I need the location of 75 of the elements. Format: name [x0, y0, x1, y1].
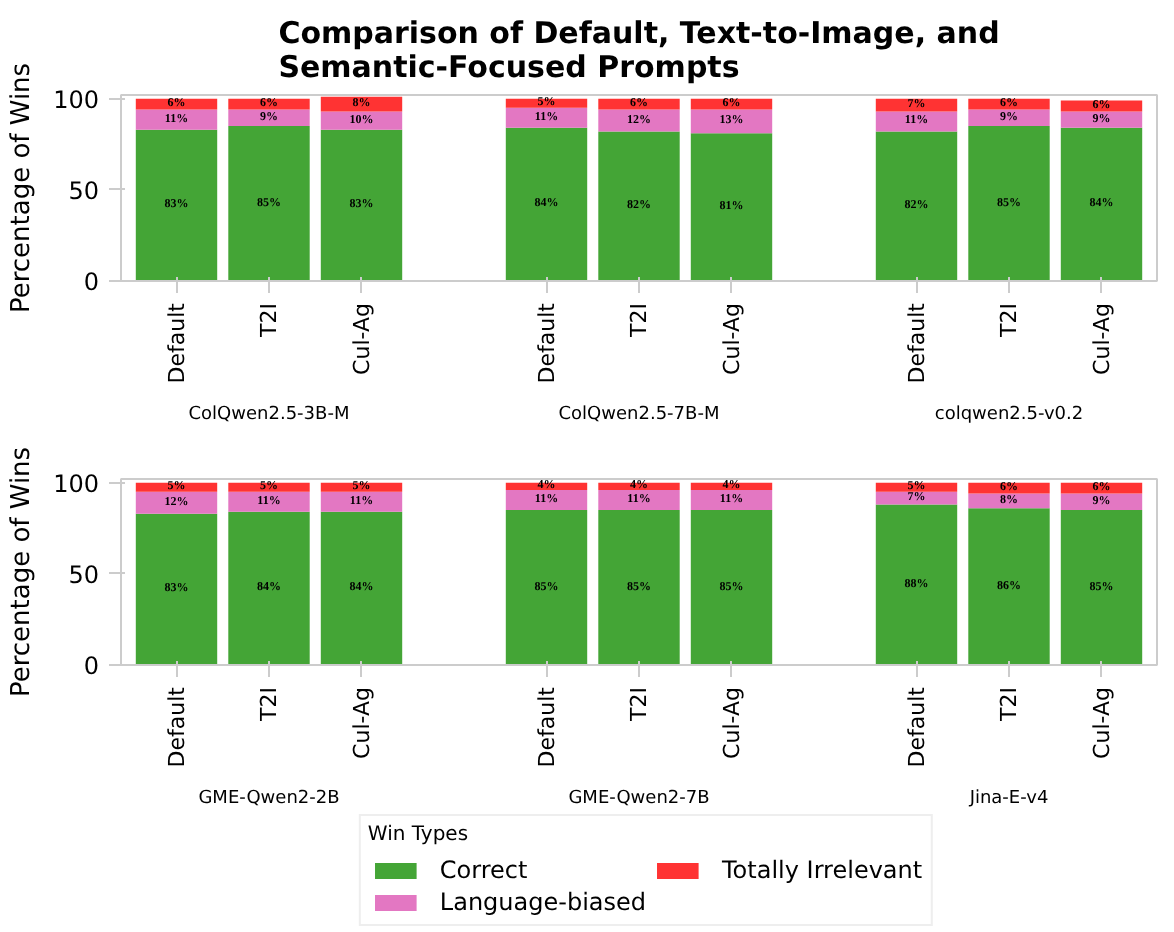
text: ColQwen2.5-7B-M: [558, 405, 720, 425]
bar: [320, 511, 403, 665]
y-tick-label: 100: [53, 469, 99, 498]
chart-title: Comparison of Default, Text-to-Image, and Semantic-Focused Prompts: [278, 14, 1000, 85]
y-tick-label: 50: [68, 176, 100, 205]
x-tick-label: Cul-Ag: [718, 686, 745, 759]
text: Jina-E-v4: [967, 789, 1049, 809]
bar: [690, 133, 773, 281]
bar: [228, 511, 310, 665]
x-tick-label: T2I: [626, 302, 652, 339]
bar: [505, 127, 588, 281]
y-tick-label: 100: [53, 85, 99, 114]
x-tick-label: Cul-Ag: [718, 302, 745, 375]
bar: [968, 98, 1050, 110]
bar: [135, 129, 218, 281]
bar: [505, 510, 588, 665]
bar: [505, 107, 588, 128]
bar: [598, 109, 680, 132]
legend-title: Win Types: [367, 824, 471, 846]
y-tick-label: 50: [68, 560, 100, 589]
bar: [875, 491, 958, 505]
bar: [968, 508, 1050, 665]
bar: [1060, 127, 1143, 281]
bar: [875, 111, 958, 132]
x-tick-label: Cul-Ag: [348, 302, 375, 375]
x-tick-label: Default: [163, 685, 190, 768]
bar: [1060, 510, 1143, 665]
x-tick-label: T2I: [996, 302, 1022, 339]
bar: [228, 109, 310, 126]
bar: [320, 129, 403, 281]
bar: [135, 513, 218, 665]
x-tick-label: Default: [903, 685, 930, 768]
bar: [228, 98, 310, 110]
x-tick-label: Cul-Ag: [348, 686, 375, 759]
bar: [320, 111, 403, 130]
legend-label: Language-biased: [439, 888, 647, 916]
legend-label: Totally Irrelevant: [722, 856, 923, 884]
text: GME-Qwen2-2B: [198, 789, 340, 809]
bar: [875, 504, 958, 665]
x-tick-label: T2I: [626, 686, 652, 723]
x-tick-label: Default: [163, 301, 190, 384]
text: colqwen2.5-v0.2: [934, 405, 1084, 425]
x-tick-label: T2I: [256, 686, 282, 723]
x-tick-label: T2I: [996, 686, 1022, 723]
x-tick-label: Default: [533, 685, 560, 768]
bar: [598, 98, 680, 110]
x-tick-label: Default: [903, 301, 930, 384]
bar: [598, 489, 680, 510]
text: ColQwen2.5-3B-M: [188, 405, 350, 425]
x-tick-label: T2I: [256, 302, 282, 339]
text: GME-Qwen2-7B: [568, 789, 710, 809]
bar: [135, 491, 218, 514]
x-tick-label: Cul-Ag: [1088, 686, 1115, 759]
bar: [320, 491, 403, 512]
y-axis-title: Percentage of Wins: [7, 62, 38, 314]
bar: [505, 489, 588, 510]
bar: [968, 126, 1050, 281]
bar: [690, 109, 773, 134]
bar: [598, 510, 680, 665]
legend-label: Correct: [439, 856, 528, 884]
y-tick-label: 0: [83, 652, 100, 680]
bar: [228, 126, 310, 281]
bar: [1060, 111, 1143, 128]
bar: [690, 510, 773, 665]
x-tick-label: Default: [533, 301, 560, 384]
bar: [598, 131, 680, 281]
bar: [968, 109, 1050, 126]
bar: [875, 131, 958, 281]
x-tick-label: Cul-Ag: [1088, 302, 1115, 375]
bar: [228, 491, 310, 512]
y-axis-title: Percentage of Wins: [7, 446, 38, 698]
bar: [690, 489, 773, 510]
y-tick-label: 0: [83, 268, 100, 296]
bar: [135, 109, 218, 130]
bar: [968, 482, 1050, 494]
